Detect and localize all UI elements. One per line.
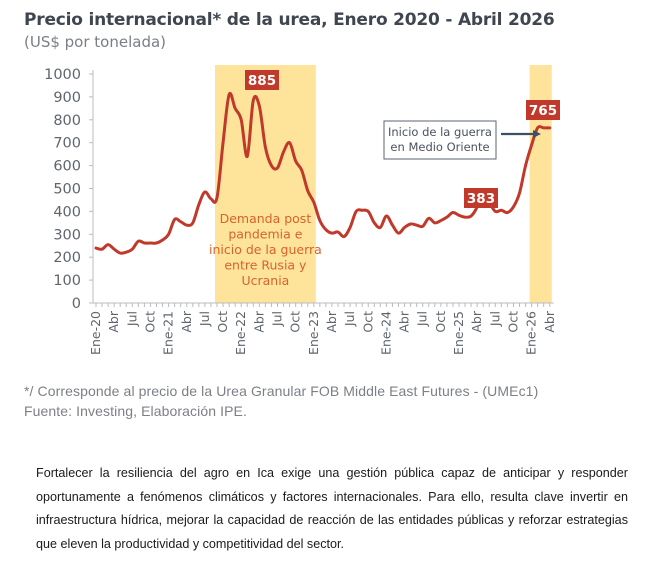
band-text-line: inicio de la guerra [209, 242, 322, 257]
footnote-source: Fuente: Investing, Elaboración IPE. [24, 403, 247, 419]
x-tick-label: Ene-22 [233, 311, 248, 355]
x-tick-label: Jul [124, 311, 139, 327]
x-tick-label: Jul [197, 311, 212, 327]
chart-title: Precio internacional* de la urea, Enero … [24, 10, 555, 30]
y-tick-label: 600 [53, 159, 81, 175]
arrow-head-icon [533, 130, 541, 138]
y-tick-label: 700 [53, 136, 81, 152]
annotation-text-line: en Medio Oriente [390, 140, 489, 154]
y-tick-label: 100 [53, 273, 81, 289]
x-tick-label: Abr [469, 310, 484, 332]
x-tick-label: Abr [106, 310, 121, 332]
data-label-box [245, 70, 279, 90]
band-text-line: entre Rusia y [224, 258, 307, 273]
highlight-bands [215, 65, 552, 303]
x-tick-label: Jul [487, 311, 502, 327]
footnote: */ Corresponde al precio de la Urea Gran… [24, 381, 538, 421]
band-text-line: Ucrania [241, 273, 289, 288]
x-tick-label: Ene-24 [378, 311, 393, 355]
x-tick-label: Abr [397, 310, 412, 332]
x-tick-label: Abr [179, 310, 194, 332]
y-tick-label: 400 [53, 204, 81, 220]
x-tick-label: Abr [251, 310, 266, 332]
data-label-box [464, 188, 498, 208]
band-text-line: Demanda post [220, 211, 312, 226]
axes [92, 70, 554, 304]
x-tick-label: Abr [542, 310, 557, 332]
x-tick-label: Oct [142, 311, 157, 333]
x-tick-label: Jul [342, 311, 357, 327]
data-label-box [526, 100, 560, 120]
x-tick-label: Abr [324, 310, 339, 332]
y-tick-label: 800 [53, 113, 81, 129]
data-label-value: 383 [467, 191, 495, 207]
x-tick-label: Jul [270, 311, 285, 327]
x-tick-label: Oct [505, 311, 520, 333]
x-tick-label: Ene-20 [88, 311, 103, 355]
annotation-box [383, 120, 497, 160]
x-tick-label: Oct [288, 311, 303, 333]
y-tick-label: 900 [53, 90, 81, 106]
x-tick-label: Ene-25 [451, 311, 466, 355]
annotation-text-line: Inicio de la guerra [388, 125, 492, 139]
y-tick-label: 1000 [44, 67, 81, 83]
data-labels: 885 383 765 [245, 70, 560, 208]
x-tick-label: Oct [360, 311, 375, 333]
body-paragraph: Fortalecer la resiliencia del agro en Ic… [36, 466, 628, 551]
data-label-value: 765 [529, 103, 557, 119]
highlight-band-1 [215, 65, 316, 303]
x-tick-label: Oct [215, 311, 230, 333]
highlight-band-2 [529, 65, 552, 303]
x-tick-label: Ene-21 [161, 311, 176, 355]
y-tick-label: 300 [53, 227, 81, 243]
y-tick-label: 500 [53, 182, 81, 198]
x-axis-ticks: Ene-20 Abr Jul Oct Ene-21 Abr Jul Oct Ene-22 Abr J… [88, 303, 557, 355]
x-tick-label: Ene-23 [306, 311, 321, 355]
x-tick-label: Oct [433, 311, 448, 333]
price-line [94, 91, 552, 255]
x-tick-label: Ene-26 [524, 311, 539, 355]
band-text-line: pandemia e [228, 227, 302, 242]
y-axis-ticks: 0 100 200 300 400 500 600 700 800 900 1000 [44, 67, 93, 312]
x-tick-label: Jul [415, 311, 430, 327]
footnote-definition: */ Corresponde al precio de la Urea Gran… [24, 383, 539, 399]
data-label-value: 885 [248, 73, 276, 89]
y-tick-label: 0 [72, 296, 81, 312]
y-tick-label: 200 [53, 250, 81, 266]
chart-subtitle: (US$ por tonelada) [24, 33, 167, 51]
